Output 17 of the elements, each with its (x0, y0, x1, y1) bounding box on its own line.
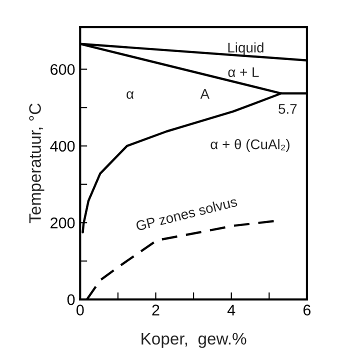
annotation: Liquid (228, 42, 264, 56)
y-tick-label: 400 (50, 140, 75, 152)
x-tick-label: 4 (227, 304, 236, 316)
y-tick-label: 0 (67, 294, 75, 306)
annotation: A (200, 89, 210, 99)
y-tick-label: 200 (50, 218, 75, 228)
annotation: 5.7 (278, 104, 297, 114)
x-axis-title: Koper, gew.% (142, 332, 246, 348)
annotation: GP zones solvus (135, 196, 238, 231)
x-tick-label: 2 (152, 304, 160, 316)
annotation: α (126, 91, 134, 99)
annotation: α + θ (CuAl₂) (210, 139, 290, 152)
x-tick-label: 0 (76, 304, 84, 316)
y-axis-title: Temperatuur, °C (29, 104, 44, 224)
annotation: α + L (228, 67, 259, 78)
x-tick-label: 6 (303, 304, 311, 316)
y-tick-label: 600 (50, 64, 75, 75)
